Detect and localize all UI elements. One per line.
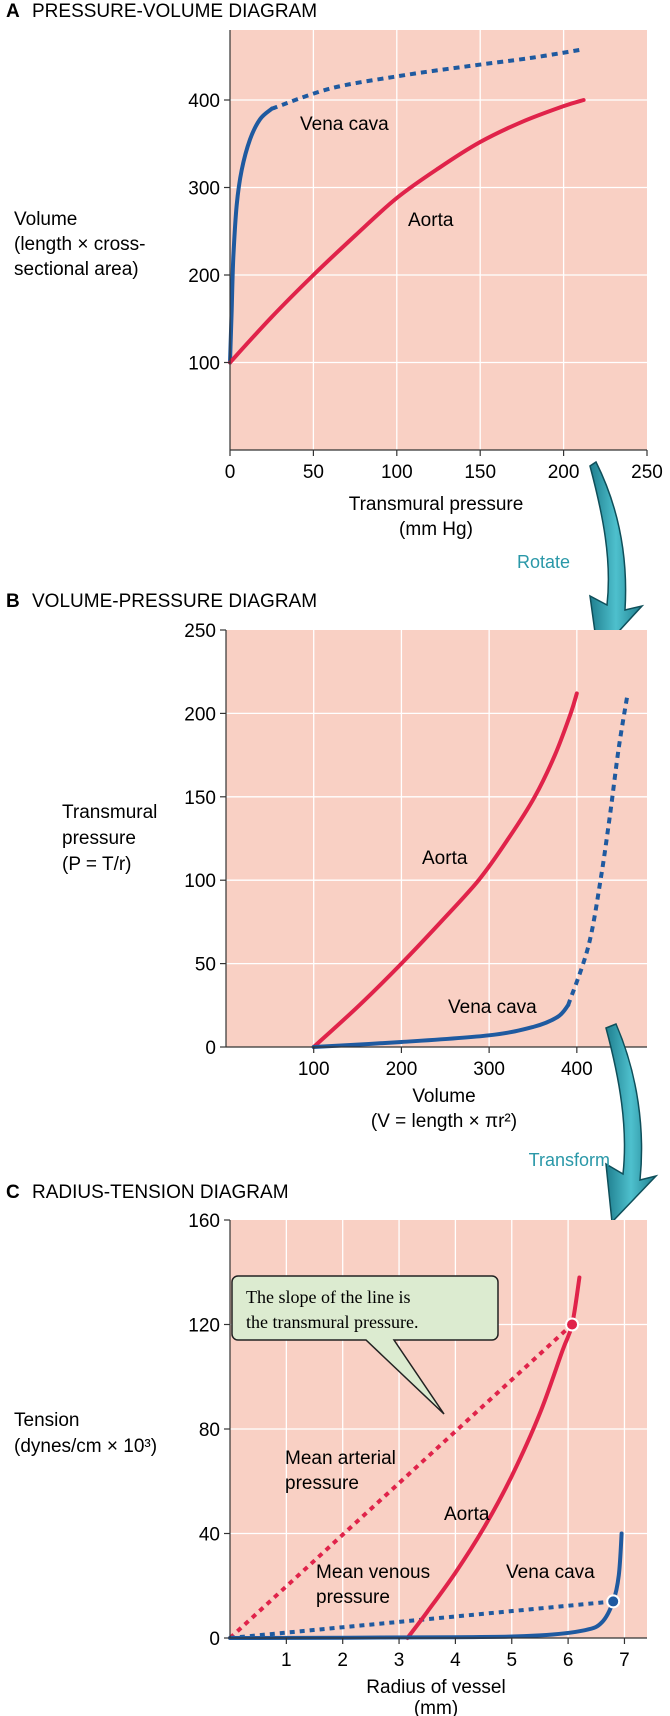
pressure-line-0 bbox=[228, 1323, 574, 1640]
callout-box bbox=[231, 1275, 499, 1415]
panel-b-plot-area bbox=[226, 630, 647, 1047]
panel-c-xlabel-line2: (mm) bbox=[414, 1698, 458, 1716]
a-xtick-label: 250 bbox=[631, 462, 663, 483]
a-vena-cava-line bbox=[228, 106, 274, 365]
b-aorta-line bbox=[311, 691, 579, 1049]
transform-arrow-shape bbox=[605, 1023, 659, 1224]
b-ytick-label: 50 bbox=[195, 955, 216, 976]
transform-arrow: Transform bbox=[529, 1023, 659, 1224]
panel-b: B VOLUME-PRESSURE DIAGRAM 100 200 300 400 0 5… bbox=[6, 591, 647, 1132]
panel-b-xlabel-line1: Volume bbox=[412, 1086, 475, 1107]
panel-b-xlabel-line2: (V = length × πr²) bbox=[371, 1111, 517, 1132]
panel-c-xlabel-line1: Radius of vessel bbox=[366, 1677, 505, 1698]
panel-c-ticks: 1 2 3 4 5 6 7 0 40 80 120 160 bbox=[188, 1211, 629, 1671]
mean-arterial-label-line1: Mean arterial bbox=[285, 1448, 396, 1469]
panel-a-series bbox=[228, 47, 586, 365]
callout-line2: the transmural pressure. bbox=[246, 1312, 418, 1332]
slope-callout: The slope of the line is the transmural … bbox=[231, 1275, 499, 1415]
panel-c-title: RADIUS-TENSION DIAGRAM bbox=[32, 1182, 289, 1203]
rotate-label: Rotate bbox=[517, 552, 570, 572]
panel-a-plot-area bbox=[230, 30, 647, 450]
callout-line1: The slope of the line is bbox=[246, 1287, 410, 1307]
transform-label: Transform bbox=[529, 1150, 610, 1170]
b-ytick-label: 150 bbox=[184, 788, 216, 809]
a-xtick-label: 150 bbox=[464, 462, 496, 483]
c-aorta-line bbox=[405, 1275, 582, 1640]
panel-b-series bbox=[311, 691, 630, 1049]
a-vena-cava-dashed-line bbox=[271, 47, 584, 111]
b-xtick-label: 100 bbox=[298, 1059, 330, 1080]
panel-c-ylabel-line1: Tension bbox=[14, 1410, 80, 1431]
panel-a-ylabel-line2: (length × cross- bbox=[14, 234, 145, 255]
b-vena-cava-dashed-line bbox=[566, 693, 630, 1006]
panel-a: A PRESSURE-VOLUME DIAGRAM 0 50 100 150 200 25… bbox=[6, 1, 663, 540]
panel-c-vena-cava-label: Vena cava bbox=[506, 1562, 595, 1583]
c-ytick-label: 0 bbox=[209, 1629, 220, 1650]
b-xtick-label: 400 bbox=[561, 1059, 593, 1080]
c-xtick-label: 4 bbox=[450, 1650, 461, 1671]
panel-c: C RADIUS-TENSION DIAGRAM 1 2 3 4 5 6 7 0 40 80 120… bbox=[6, 1182, 647, 1716]
panel-a-title: PRESSURE-VOLUME DIAGRAM bbox=[32, 1, 317, 22]
a-ytick-label: 200 bbox=[188, 266, 220, 287]
a-ytick-label: 300 bbox=[188, 179, 220, 200]
panel-b-title: VOLUME-PRESSURE DIAGRAM bbox=[32, 591, 317, 612]
panel-a-vena-cava-label: Vena cava bbox=[300, 114, 389, 135]
c-xtick-label: 5 bbox=[506, 1650, 517, 1671]
c-xtick-label: 2 bbox=[337, 1650, 348, 1671]
panel-b-aorta-label: Aorta bbox=[422, 848, 468, 869]
panel-a-ticks: 0 50 100 150 200 250 100 200 300 400 bbox=[188, 91, 663, 483]
b-ytick-label: 200 bbox=[184, 704, 216, 725]
c-xtick-label: 7 bbox=[619, 1650, 630, 1671]
b-vena-cava-line bbox=[311, 1003, 571, 1049]
mean-venous-label-line2: pressure bbox=[316, 1587, 390, 1608]
panel-b-vena-cava-label: Vena cava bbox=[448, 997, 537, 1018]
panel-a-xlabel-line2: (mm Hg) bbox=[399, 519, 473, 540]
panel-a-ylabel-line3: sectional area) bbox=[14, 259, 139, 280]
b-ytick-label: 100 bbox=[184, 871, 216, 892]
c-ytick-label: 120 bbox=[188, 1316, 220, 1337]
b-xtick-label: 300 bbox=[473, 1059, 505, 1080]
rotate-arrow: Rotate bbox=[517, 460, 645, 656]
a-aorta-line bbox=[228, 98, 586, 365]
a-xtick-label: 200 bbox=[548, 462, 580, 483]
panel-b-ylabel-line3: (P = T/r) bbox=[62, 854, 132, 875]
a-xtick-label: 100 bbox=[381, 462, 413, 483]
a-xtick-label: 50 bbox=[303, 462, 324, 483]
c-ytick-label: 40 bbox=[199, 1525, 220, 1546]
panel-b-ylabel-line2: pressure bbox=[62, 828, 136, 849]
intersection-point-1 bbox=[606, 1594, 621, 1609]
rotate-arrow-shape bbox=[589, 460, 645, 656]
panel-a-letter: A bbox=[6, 1, 20, 22]
c-xtick-label: 3 bbox=[394, 1650, 405, 1671]
panel-c-letter: C bbox=[6, 1182, 20, 1203]
a-xtick-label: 0 bbox=[225, 462, 236, 483]
b-ytick-label: 250 bbox=[184, 621, 216, 642]
panel-b-letter: B bbox=[6, 591, 20, 612]
panel-b-ticks: 100 200 300 400 0 50 100 150 200 250 bbox=[184, 621, 592, 1080]
panel-c-aorta-label: Aorta bbox=[444, 1504, 490, 1525]
panel-a-ylabel-line1: Volume bbox=[14, 209, 77, 230]
intersection-point-0 bbox=[565, 1317, 580, 1332]
a-ytick-label: 100 bbox=[188, 354, 220, 375]
b-ytick-label: 0 bbox=[205, 1038, 216, 1059]
c-xtick-label: 6 bbox=[563, 1650, 574, 1671]
panel-a-aorta-label: Aorta bbox=[408, 210, 454, 231]
panel-b-ylabel-line1: Transmural bbox=[62, 802, 157, 823]
c-ytick-label: 160 bbox=[188, 1211, 220, 1232]
c-xtick-label: 1 bbox=[281, 1650, 292, 1671]
panel-a-grid bbox=[230, 30, 647, 450]
panel-c-ylabel-line2: (dynes/cm × 10³) bbox=[14, 1436, 157, 1457]
a-ytick-label: 400 bbox=[188, 91, 220, 112]
mean-arterial-label-line2: pressure bbox=[285, 1473, 359, 1494]
b-xtick-label: 200 bbox=[386, 1059, 418, 1080]
mean-venous-label-line1: Mean venous bbox=[316, 1562, 430, 1583]
panel-a-xlabel-line1: Transmural pressure bbox=[349, 494, 524, 515]
c-ytick-label: 80 bbox=[199, 1420, 220, 1441]
